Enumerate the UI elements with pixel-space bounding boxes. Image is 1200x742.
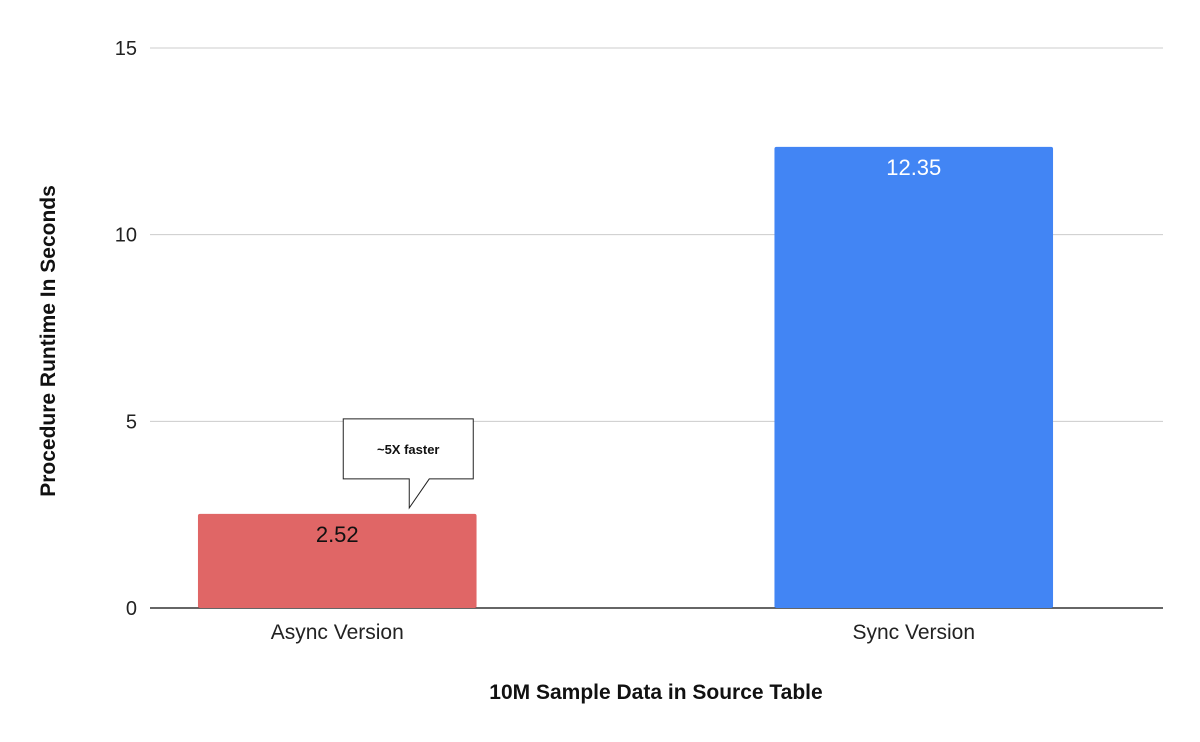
bar <box>774 146 1054 608</box>
y-axis-title: Procedure Runtime In Seconds <box>37 185 60 497</box>
y-tick-labels: 0 5 10 15 <box>115 38 137 620</box>
x-category-labels: Async Version Sync Version <box>271 621 975 644</box>
y-tick-label: 15 <box>115 38 137 60</box>
bar-data-label: 12.35 <box>886 155 941 180</box>
x-category-label: Sync Version <box>852 621 975 644</box>
y-tick-label: 10 <box>115 225 137 247</box>
x-category-label: Async Version <box>271 621 404 644</box>
bar <box>197 513 477 608</box>
callout-bubble <box>342 418 474 510</box>
y-tick-label: 0 <box>126 598 137 620</box>
x-axis-title: 10M Sample Data in Source Table <box>489 681 822 704</box>
bars: 2.52 12.35 <box>197 146 1054 608</box>
bar-data-label: 2.52 <box>316 522 359 547</box>
y-tick-label: 5 <box>126 411 137 433</box>
callout-text: ~5X faster <box>377 442 440 457</box>
callout-annotation: ~5X faster <box>342 418 474 510</box>
